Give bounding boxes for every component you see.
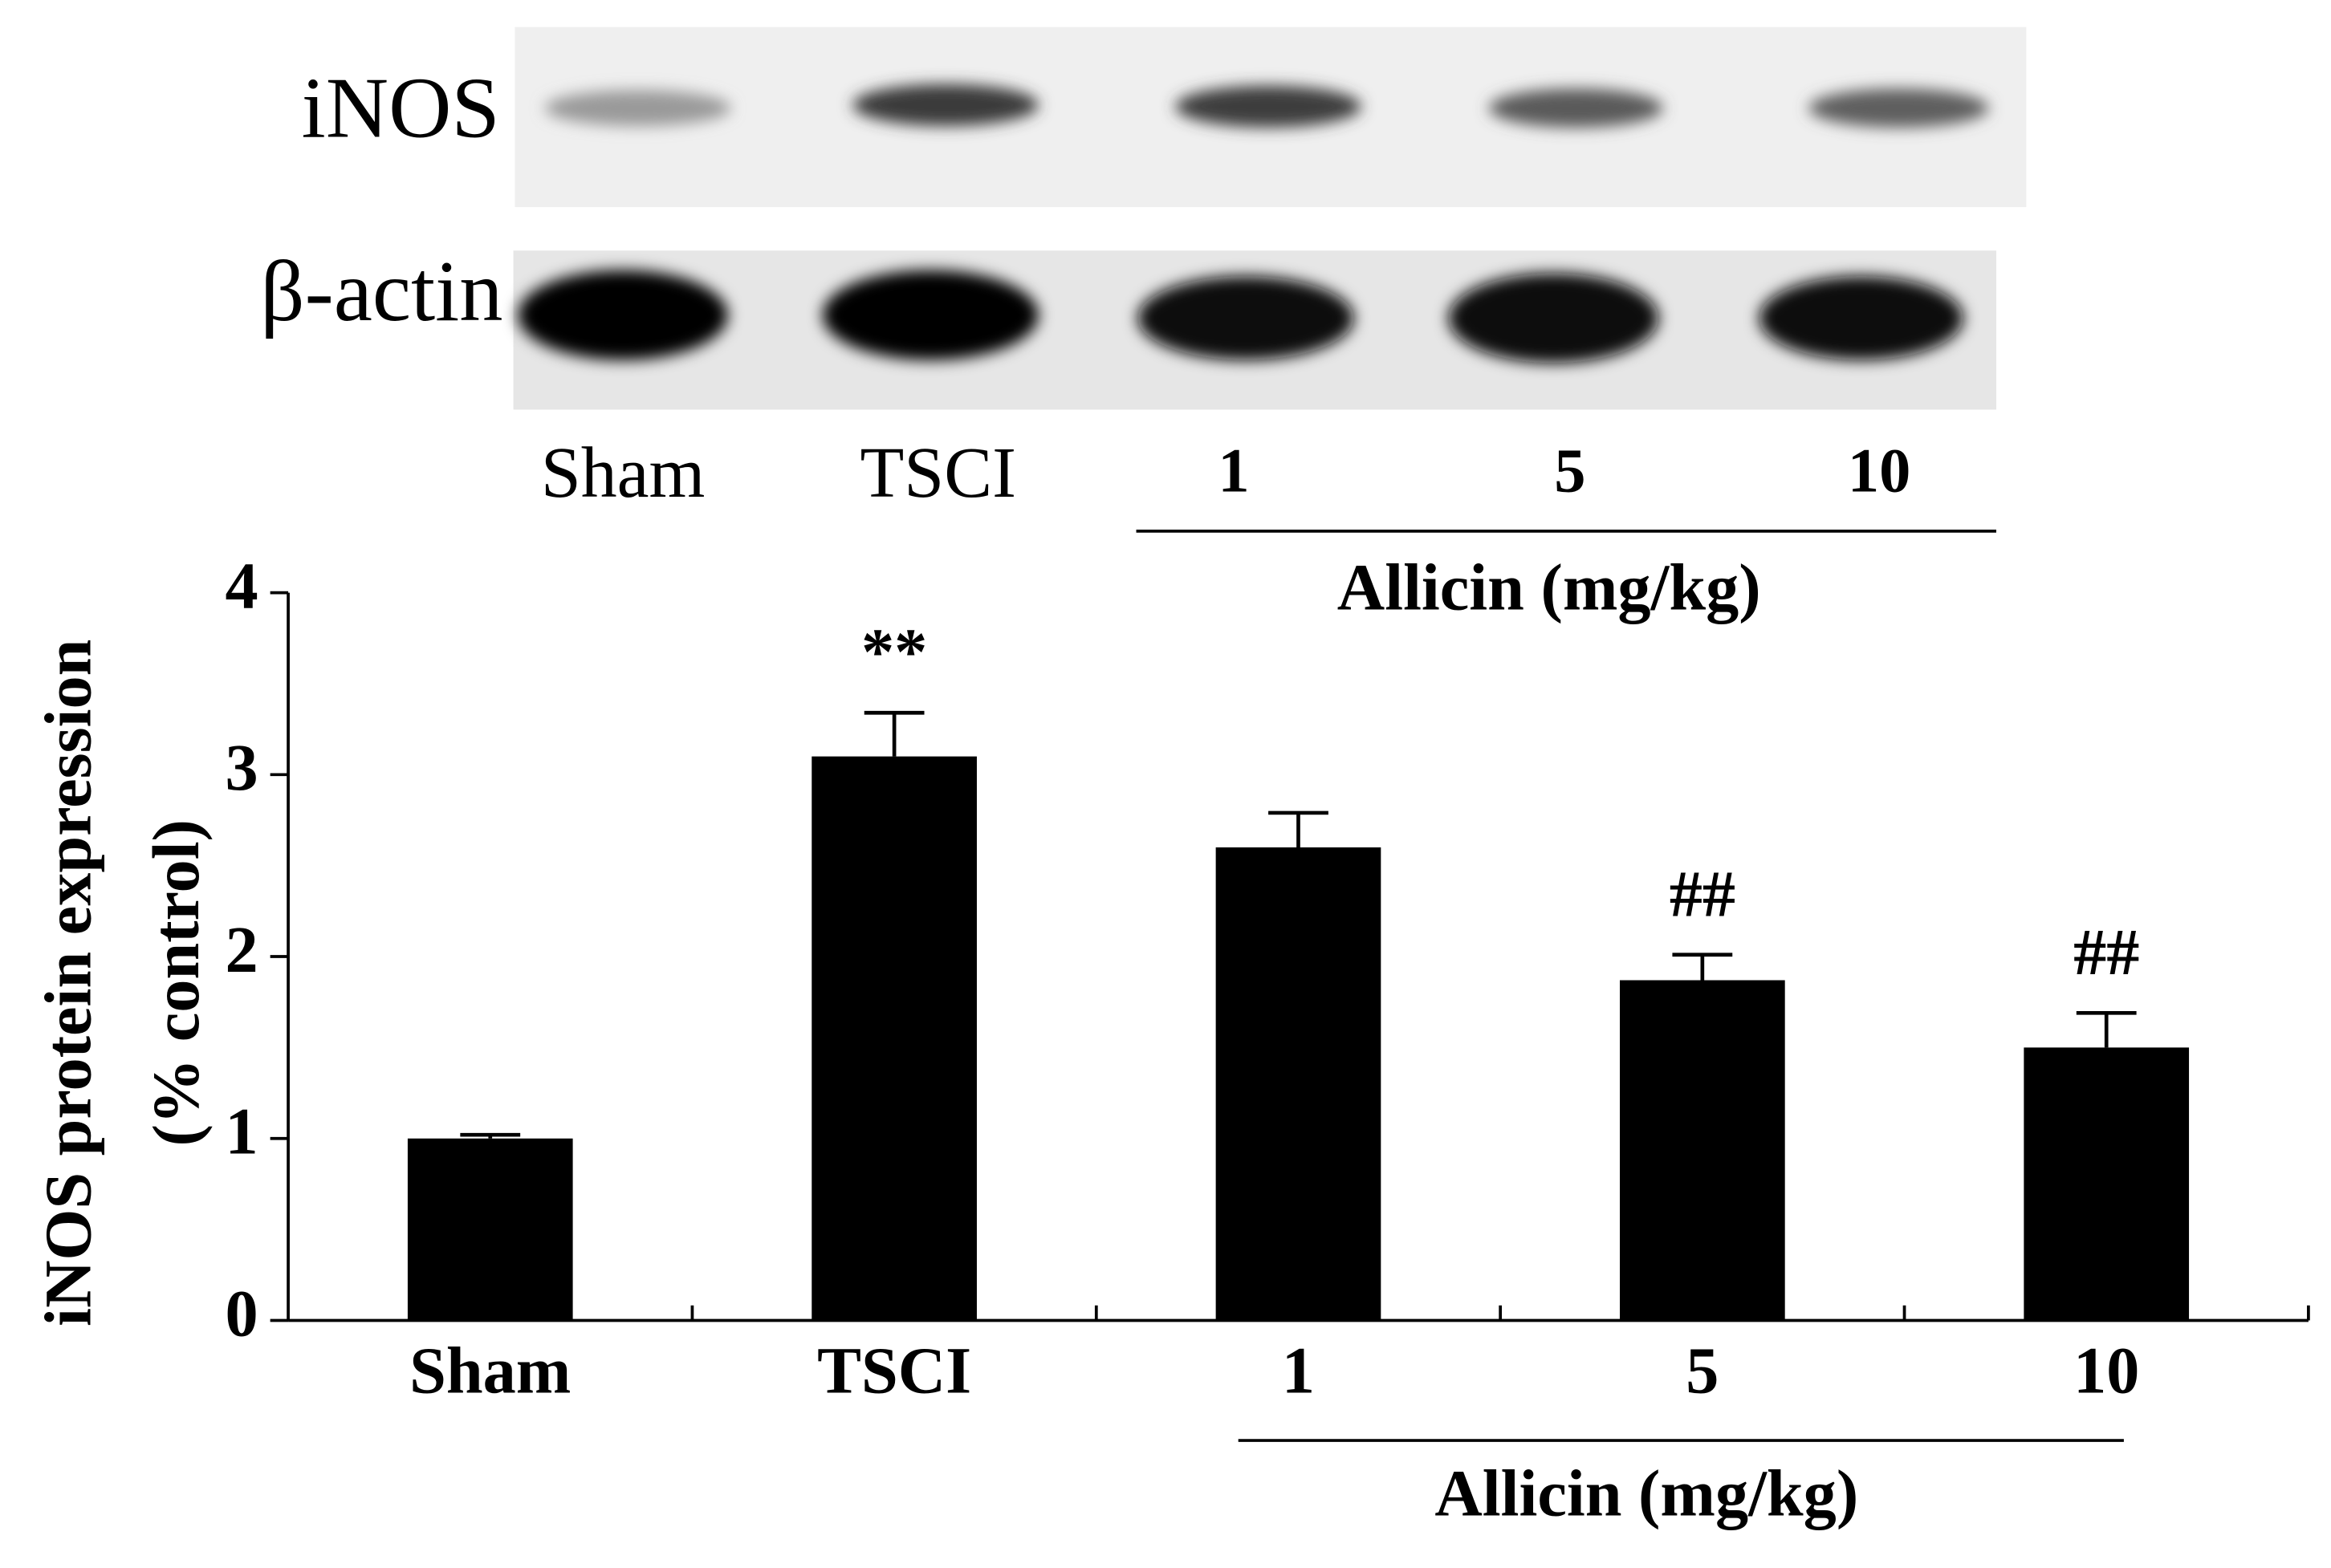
band	[1488, 88, 1663, 128]
bar	[2024, 1047, 2190, 1321]
y-tick-label: 1	[226, 1095, 258, 1168]
significance-label: ##	[2073, 916, 2139, 989]
x-tick-label: 5	[1686, 1334, 1719, 1407]
x-tick-label: 1	[1282, 1334, 1315, 1407]
blot-row-label: iNOS	[302, 60, 500, 156]
band	[518, 270, 728, 360]
band	[1759, 276, 1963, 360]
band	[1808, 88, 1989, 128]
band	[852, 83, 1039, 127]
lane-label: TSCI	[860, 433, 1016, 513]
bar	[812, 756, 977, 1321]
x-tick-label: TSCI	[817, 1334, 971, 1407]
lane-label: 10	[1848, 436, 1911, 506]
western-blot: iNOS β-actin Sham TSCI 1 5 10 Allicin (m…	[260, 26, 2027, 624]
band	[1448, 273, 1659, 364]
y-tick-label: 3	[226, 731, 258, 804]
x-tick-label: 10	[2073, 1334, 2139, 1407]
blot-bands	[518, 83, 1989, 364]
group-label: Allicin (mg/kg)	[1337, 550, 1761, 624]
y-tick-label: 2	[226, 913, 258, 986]
significance-label: ##	[1670, 857, 1735, 930]
group-label: Allicin (mg/kg)	[1434, 1457, 1858, 1530]
lane-label: 5	[1554, 436, 1585, 506]
y-axis-label: (% control)	[140, 819, 213, 1146]
x-tick-label: Sham	[409, 1334, 571, 1407]
significance-label: **	[861, 615, 927, 689]
lane-label: 1	[1218, 436, 1249, 506]
blot-row-label: β-actin	[260, 243, 502, 339]
band	[544, 90, 731, 127]
lane-label: Sham	[541, 433, 705, 513]
bar	[1215, 847, 1381, 1321]
bar	[1620, 980, 1785, 1321]
bar	[407, 1138, 573, 1321]
y-axis-label: iNOS protein expression	[31, 640, 104, 1326]
y-tick-label: 4	[226, 549, 258, 622]
band	[1175, 85, 1362, 128]
band	[822, 270, 1039, 360]
band	[1137, 276, 1354, 360]
y-tick-label: 0	[226, 1277, 258, 1350]
